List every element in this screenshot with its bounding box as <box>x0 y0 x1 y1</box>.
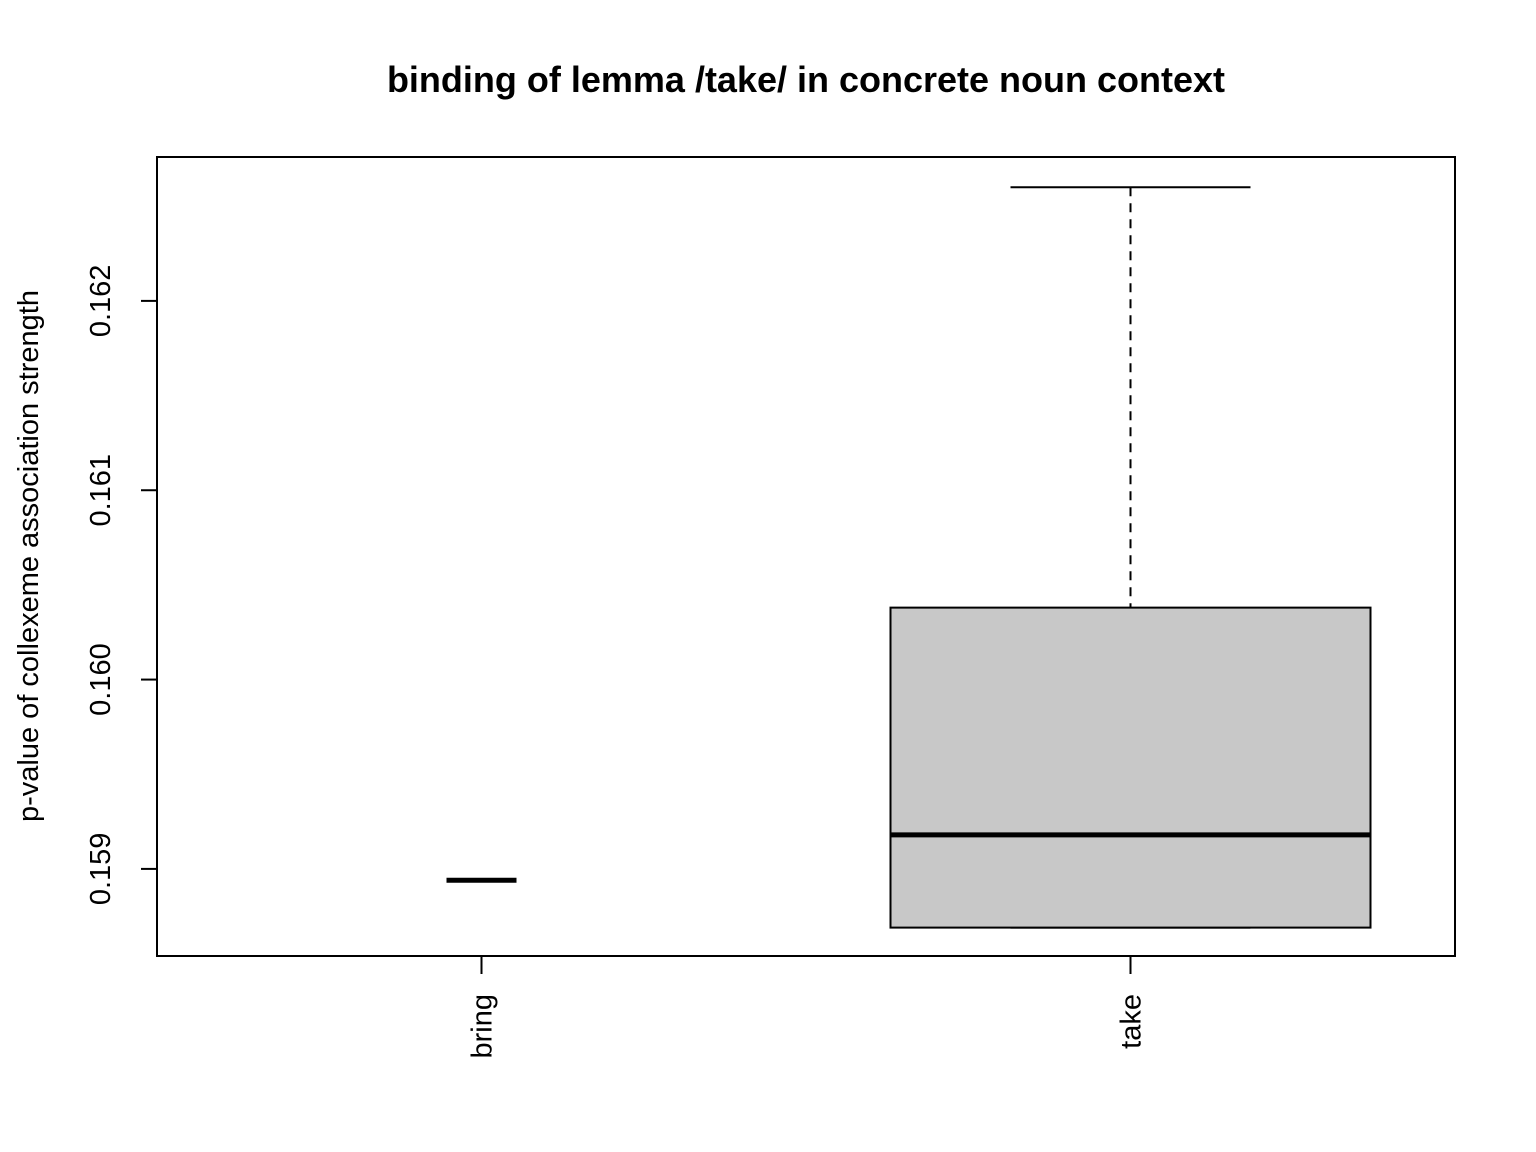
box-take <box>889 606 1372 929</box>
box-group <box>446 186 1372 929</box>
x-tick-label: bring <box>467 994 499 1059</box>
chart-title: binding of lemma /take/ in concrete noun… <box>387 59 1225 100</box>
y-axis-title: p-value of collexeme association strengt… <box>13 290 45 822</box>
y-tick-label: 0.161 <box>85 454 117 527</box>
y-tick-label: 0.159 <box>85 833 117 906</box>
y-tick-label: 0.162 <box>85 265 117 338</box>
y-tick-label: 0.160 <box>85 643 117 716</box>
x-axis: bring take <box>467 955 1148 1059</box>
x-tick-label: take <box>1116 994 1148 1049</box>
y-axis: 0.159 0.160 0.161 0.162 <box>85 265 158 906</box>
